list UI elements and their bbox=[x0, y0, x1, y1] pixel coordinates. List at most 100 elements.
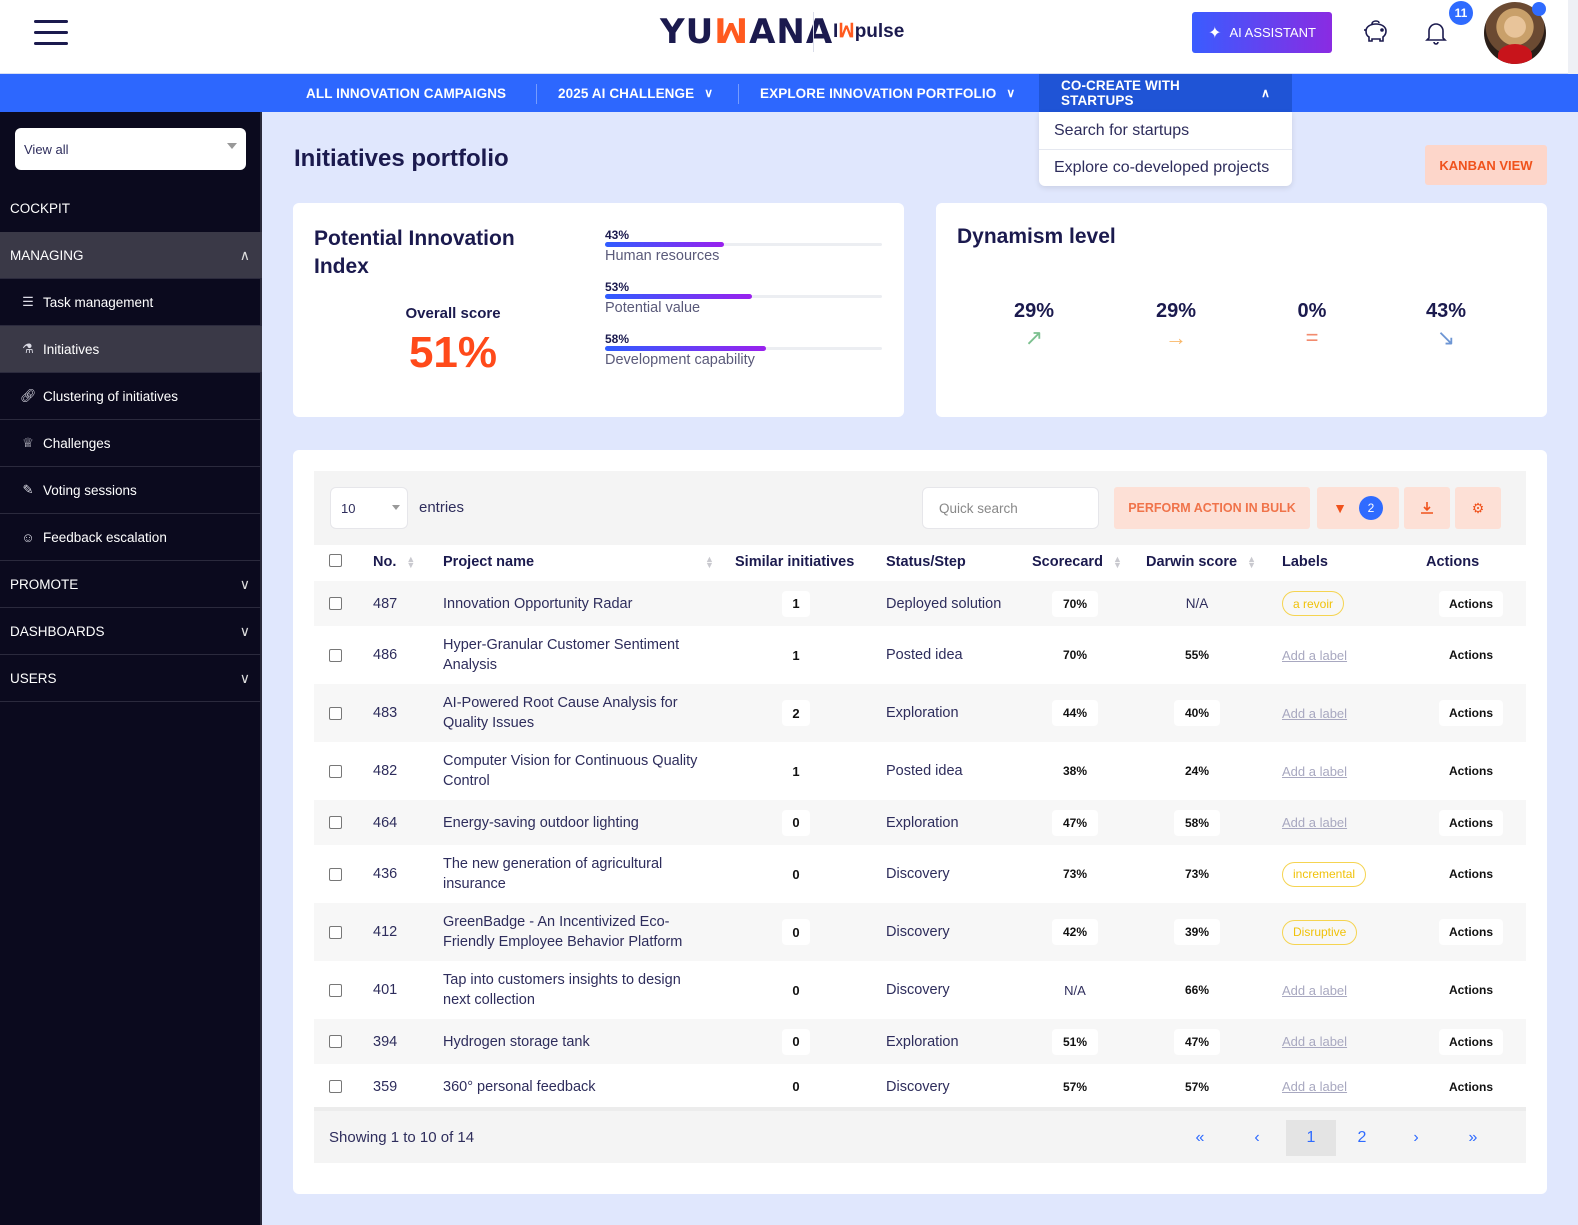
similar-initiatives-cell[interactable]: 0 bbox=[780, 1019, 812, 1064]
menu-item-explore-co-developed-projects[interactable]: Explore co-developed projects bbox=[1039, 149, 1292, 186]
similar-initiatives-cell[interactable]: 0 bbox=[780, 961, 812, 1019]
similar-initiatives-cell[interactable]: 0 bbox=[780, 1064, 812, 1109]
actions-button[interactable]: Actions bbox=[1449, 1079, 1494, 1094]
similar-initiatives-cell[interactable]: 1 bbox=[780, 581, 812, 626]
actions-button[interactable]: Actions bbox=[1439, 919, 1504, 945]
hamburger-menu-icon[interactable] bbox=[34, 20, 68, 46]
similar-initiatives-cell[interactable]: 0 bbox=[780, 845, 812, 903]
project-name-link[interactable]: 360° personal feedback bbox=[443, 1078, 596, 1095]
column-header-darwin-score[interactable]: Darwin score ▲ ▼ bbox=[1146, 554, 1256, 570]
project-name-link[interactable]: Energy-saving outdoor lighting bbox=[443, 814, 639, 831]
actions-button[interactable]: Actions bbox=[1449, 983, 1494, 997]
piggy-bank-icon[interactable] bbox=[1361, 19, 1391, 50]
menu-item-search-startups[interactable]: Search for startups bbox=[1054, 121, 1190, 139]
sidebar-item-feedback-escalation[interactable]: ☺ Feedback escalation bbox=[0, 514, 262, 561]
table-row[interactable]: 482 Computer Vision for Continuous Qualit… bbox=[314, 742, 1526, 800]
label-tag[interactable]: incremental bbox=[1282, 861, 1367, 887]
actions-button[interactable]: Actions bbox=[1449, 867, 1494, 881]
row-checkbox[interactable] bbox=[329, 581, 342, 626]
project-name-link[interactable]: AI-Powered Root Cause Analysis for Quali… bbox=[443, 695, 678, 731]
project-name-link[interactable]: Tap into customers insights to design ne… bbox=[443, 972, 681, 1008]
row-checkbox[interactable] bbox=[329, 800, 342, 845]
row-checkbox[interactable] bbox=[329, 903, 342, 961]
filter-button[interactable]: ▼ 2 bbox=[1317, 487, 1399, 529]
page-2-button[interactable]: 2 bbox=[1357, 1129, 1367, 1146]
add-label-link[interactable]: Add a label bbox=[1282, 705, 1348, 721]
row-checkbox[interactable] bbox=[329, 1019, 342, 1064]
nav-all-innovation-campaigns[interactable]: ALL INNOVATION CAMPAIGNS bbox=[306, 85, 507, 101]
project-name-link[interactable]: GreenBadge - An Incentivized Eco-Friendl… bbox=[443, 914, 683, 950]
add-label-link[interactable]: Add a label bbox=[1282, 647, 1348, 663]
notification-badge[interactable]: 11 bbox=[1449, 1, 1473, 25]
sidebar-item-managing[interactable]: MANAGING ∧ bbox=[0, 232, 262, 279]
nav-co-create-with-startups[interactable]: CO-CREATE WITH STARTUPS ∧ bbox=[1039, 74, 1292, 112]
sidebar-item-dashboards[interactable]: DASHBOARDS ∨ bbox=[0, 608, 262, 655]
page-1-button[interactable]: 1 bbox=[1286, 1120, 1336, 1156]
prev-page-button[interactable]: ‹ bbox=[1254, 1129, 1260, 1146]
label-tag[interactable]: Disruptive bbox=[1282, 919, 1358, 945]
table-row[interactable]: 483 AI-Powered Root Cause Analysis for Qu… bbox=[314, 684, 1526, 742]
kanban-view-button[interactable]: KANBAN VIEW bbox=[1425, 145, 1547, 185]
nav-explore-innovation-portfolio[interactable]: EXPLORE INNOVATION PORTFOLIO ∨ bbox=[760, 85, 1016, 101]
project-name-link[interactable]: Hydrogen storage tank bbox=[443, 1033, 590, 1050]
table-row[interactable]: 359 360° personal feedback 0 Discovery 57% 57… bbox=[314, 1064, 1526, 1109]
first-page-button[interactable]: « bbox=[1195, 1129, 1205, 1146]
project-name-link[interactable]: Innovation Opportunity Radar bbox=[443, 595, 633, 612]
download-button[interactable] bbox=[1404, 487, 1450, 529]
actions-button[interactable]: Actions bbox=[1449, 764, 1494, 778]
sidebar-item-users[interactable]: USERS ∨ bbox=[0, 655, 262, 702]
table-row[interactable]: 487 Innovation Opportunity Radar 1 Deployed… bbox=[314, 581, 1526, 626]
ai-assistant-button[interactable]: ✦ AI ASSISTANT bbox=[1192, 12, 1332, 53]
sidebar-item-cockpit[interactable]: COCKPIT bbox=[10, 200, 71, 216]
nav-2025-ai-challenge[interactable]: 2025 AI CHALLENGE ∨ bbox=[558, 85, 714, 101]
sidebar-item-voting-sessions[interactable]: ✎ Voting sessions bbox=[0, 467, 262, 514]
sidebar-item-promote[interactable]: PROMOTE ∨ bbox=[0, 561, 262, 608]
similar-initiatives-cell[interactable]: 0 bbox=[780, 800, 812, 845]
actions-button[interactable]: Actions bbox=[1439, 1028, 1504, 1055]
sidebar-item-challenges[interactable]: ♕ Challenges bbox=[0, 420, 262, 467]
label-tag[interactable]: a revoir bbox=[1282, 591, 1345, 616]
actions-button[interactable]: Actions bbox=[1439, 809, 1504, 836]
table-row[interactable]: 412 GreenBadge - An Incentivized Eco-Frie… bbox=[314, 903, 1526, 961]
column-header-scorecard[interactable]: Scorecard ▲ ▼ bbox=[1032, 554, 1122, 570]
row-checkbox[interactable] bbox=[329, 626, 342, 684]
similar-initiatives-cell[interactable]: 2 bbox=[780, 684, 812, 742]
sidebar-item-task-management[interactable]: ☰ Task management bbox=[0, 279, 262, 326]
select-all-checkbox[interactable] bbox=[329, 554, 342, 567]
table-row[interactable]: 401 Tap into customers insights to design… bbox=[314, 961, 1526, 1019]
add-label-link[interactable]: Add a label bbox=[1282, 763, 1348, 779]
last-page-button[interactable]: » bbox=[1468, 1129, 1478, 1146]
column-header-project-name[interactable]: Project name ▲ ▼ bbox=[443, 554, 714, 570]
sidebar-item-clustering[interactable]: 🔗︎ Clustering of initiatives bbox=[0, 373, 262, 420]
add-label-link[interactable]: Add a label bbox=[1282, 982, 1348, 998]
bell-icon[interactable] bbox=[1424, 20, 1448, 51]
row-checkbox[interactable] bbox=[329, 684, 342, 742]
view-all-select[interactable]: View all bbox=[15, 128, 246, 170]
table-row[interactable]: 394 Hydrogen storage tank 0 Exploration 51% 4… bbox=[314, 1019, 1526, 1064]
sidebar-item-initiatives[interactable]: ⚗ Initiatives bbox=[0, 326, 262, 373]
row-checkbox[interactable] bbox=[329, 961, 342, 1019]
similar-initiatives-cell[interactable]: 1 bbox=[780, 626, 812, 684]
table-row[interactable]: 486 Hyper-Granular Customer Sentiment Ana… bbox=[314, 626, 1526, 684]
add-label-link[interactable]: Add a label bbox=[1282, 1034, 1348, 1049]
project-name-link[interactable]: Computer Vision for Continuous Quality C… bbox=[443, 753, 698, 789]
table-row[interactable]: 436 The new generation of agricultural in… bbox=[314, 845, 1526, 903]
add-label-link[interactable]: Add a label bbox=[1282, 1079, 1348, 1094]
similar-initiatives-cell[interactable]: 1 bbox=[780, 742, 812, 800]
row-checkbox[interactable] bbox=[329, 1064, 342, 1109]
entries-per-page-select[interactable]: 10 bbox=[330, 487, 408, 529]
row-checkbox[interactable] bbox=[329, 845, 342, 903]
column-header-no[interactable]: No. ▲ ▼ bbox=[373, 554, 416, 570]
scrollbar[interactable] bbox=[1568, 0, 1578, 74]
settings-button[interactable]: ⚙ bbox=[1455, 487, 1501, 529]
row-checkbox[interactable] bbox=[329, 742, 342, 800]
add-label-link[interactable]: Add a label bbox=[1282, 815, 1348, 830]
table-row[interactable]: 464 Energy-saving outdoor lighting 0 Explor… bbox=[314, 800, 1526, 845]
next-page-button[interactable]: › bbox=[1413, 1129, 1419, 1146]
similar-initiatives-cell[interactable]: 0 bbox=[780, 903, 812, 961]
project-name-link[interactable]: Hyper-Granular Customer Sentiment Analys… bbox=[443, 637, 680, 673]
perform-bulk-action-button[interactable]: PERFORM ACTION IN BULK bbox=[1114, 487, 1310, 529]
quick-search-input[interactable] bbox=[922, 487, 1099, 529]
actions-button[interactable]: Actions bbox=[1439, 590, 1504, 617]
actions-button[interactable]: Actions bbox=[1449, 648, 1494, 662]
